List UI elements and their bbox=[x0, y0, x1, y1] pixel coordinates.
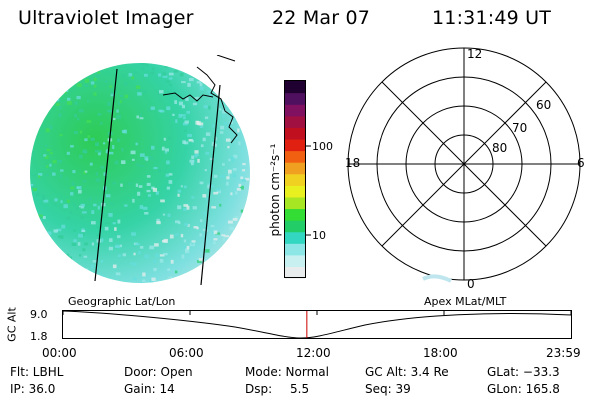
colorbar-segment bbox=[285, 150, 305, 163]
colorbar-tick-label: 100 bbox=[312, 140, 333, 153]
mode-status: Mode: Normal bbox=[245, 365, 329, 379]
coastline bbox=[196, 66, 238, 144]
timeline-right-title: Apex MLat/MLT bbox=[424, 295, 507, 308]
colorbar-segment bbox=[285, 243, 305, 256]
mlt-label-left: 18 bbox=[345, 156, 361, 170]
colorbar-segment bbox=[285, 196, 305, 210]
date-label: 22 Mar 07 bbox=[272, 7, 371, 29]
coastline bbox=[162, 92, 214, 102]
timeline-y-max: 9.0 bbox=[30, 308, 48, 321]
mlt-label-top: 12 bbox=[467, 47, 483, 61]
app-title: Ultraviolet Imager bbox=[18, 7, 194, 29]
dsp-value: 5.5 bbox=[290, 382, 310, 396]
gc-alt-status: GC Alt: 3.4 Re bbox=[365, 365, 449, 379]
colorbar-segment bbox=[285, 266, 305, 279]
altitude-curve bbox=[62, 310, 572, 339]
colorbar-segment bbox=[285, 185, 305, 198]
colorbar-segment bbox=[285, 92, 305, 105]
ip-status: IP: 36.0 bbox=[10, 382, 56, 396]
colorbar-unit-label: photon cm⁻²s⁻¹ bbox=[268, 143, 282, 237]
lat-label-80: 80 bbox=[492, 141, 508, 155]
colorbar-segment bbox=[285, 208, 305, 221]
mlt-label-right: 6 bbox=[577, 156, 585, 170]
colorbar-segment bbox=[285, 138, 305, 152]
colorbar-segment bbox=[285, 81, 305, 94]
time-label: 11:31:49 UT bbox=[432, 7, 552, 29]
colorbar-tick-label: 10 bbox=[312, 229, 326, 242]
colorbar-segment bbox=[285, 115, 305, 128]
meridian-line-west bbox=[94, 68, 118, 282]
mlt-label-bottom: 0 bbox=[467, 277, 475, 291]
x-tick-label: 06:00 bbox=[169, 346, 204, 360]
polar-grid bbox=[347, 47, 581, 283]
colorbar-segment bbox=[285, 162, 305, 175]
dsp-label: Dsp: bbox=[245, 382, 273, 396]
meridian-line-east bbox=[200, 84, 221, 286]
uv-fringe bbox=[422, 274, 452, 283]
mlt-diagonal bbox=[381, 81, 547, 247]
colorbar-segment bbox=[285, 231, 305, 244]
gain-status: Gain: 14 bbox=[124, 382, 175, 396]
lat-label-60: 60 bbox=[536, 98, 552, 112]
uv-image-disc bbox=[30, 55, 250, 286]
colorbar-segment bbox=[285, 104, 305, 117]
colorbar-segment bbox=[285, 220, 305, 233]
colorbar-segment bbox=[285, 173, 305, 186]
door-status: Door: Open bbox=[124, 365, 193, 379]
timeline-plot bbox=[62, 310, 572, 339]
x-tick-label: 12:00 bbox=[296, 346, 331, 360]
colorbar bbox=[284, 80, 311, 279]
seq-status: Seq: 39 bbox=[365, 382, 411, 396]
timeline-left-title: Geographic Lat/Lon bbox=[68, 295, 176, 308]
colorbar-segment bbox=[285, 127, 305, 140]
x-tick-label: 00:00 bbox=[42, 346, 77, 360]
lat-label-70: 70 bbox=[512, 121, 528, 135]
glat-status: GLat: −33.3 bbox=[487, 365, 560, 379]
x-tick-label: 23:59 bbox=[546, 346, 581, 360]
filter-status: Flt: LBHL bbox=[10, 365, 64, 379]
timeline-axis-label: GC Alt bbox=[5, 307, 19, 342]
x-tick-label: 18:00 bbox=[423, 346, 458, 360]
glon-status: GLon: 165.8 bbox=[487, 382, 560, 396]
timeline-y-min: 1.8 bbox=[30, 330, 48, 343]
coastline bbox=[216, 55, 236, 62]
colorbar-segment bbox=[285, 254, 305, 268]
